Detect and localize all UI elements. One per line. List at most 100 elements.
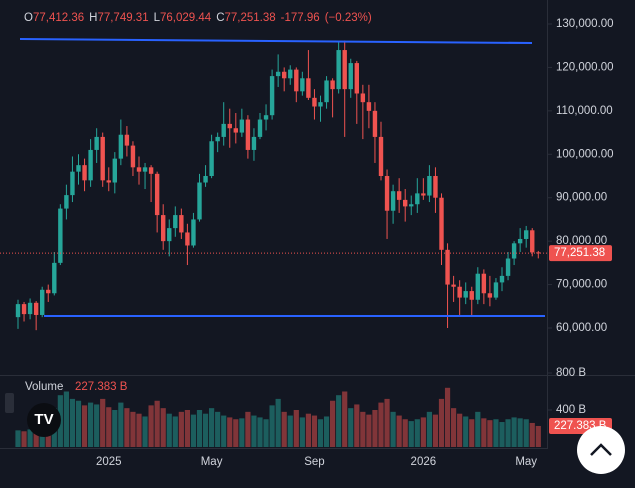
- volume-bar: [317, 419, 324, 447]
- candle-body: [100, 136, 105, 181]
- candle-body: [64, 195, 69, 209]
- y-tick-label: 90,000.00: [556, 192, 607, 204]
- volume-bar: [106, 407, 112, 447]
- volume-bar: [475, 411, 481, 447]
- candle-body: [421, 193, 426, 196]
- volume-bar: [196, 410, 203, 447]
- volume-bar: [517, 418, 523, 447]
- candle-body: [239, 119, 245, 133]
- candle-body: [475, 273, 480, 300]
- axis-layer: 60,000.00 70,000.00 80,000.00 90,000.00 100,…: [0, 18, 614, 468]
- candle-body: [427, 176, 432, 196]
- candle-body: [245, 119, 251, 150]
- candle-body: [433, 176, 438, 198]
- candle-body: [82, 165, 87, 181]
- legend-value: 77,251.38: [225, 12, 276, 24]
- candle-body: [148, 167, 154, 174]
- candle-body: [318, 102, 323, 107]
- volume-bar: [154, 400, 160, 447]
- volume-bar: [432, 414, 439, 447]
- candle-body: [439, 197, 444, 250]
- candle-body: [330, 80, 335, 90]
- volume-bar: [305, 413, 311, 447]
- candle-body: [161, 215, 166, 242]
- volume-bar: [215, 411, 221, 447]
- candle-body: [33, 302, 39, 315]
- volume-bar: [69, 398, 76, 447]
- volume-bar: [81, 405, 88, 447]
- candle-body: [384, 176, 390, 211]
- candle-body: [294, 69, 299, 92]
- volume-bar: [209, 408, 215, 447]
- candle-body: [457, 286, 462, 298]
- volume-bar: [21, 431, 27, 447]
- volume-bar: [112, 410, 118, 447]
- volume-bar: [293, 410, 299, 447]
- candle-body: [136, 167, 142, 172]
- candle-body: [257, 119, 263, 137]
- y-tick-label: 70,000.00: [556, 279, 607, 291]
- volume-bar: [124, 408, 130, 447]
- volume-bar: [142, 416, 148, 447]
- candle-body: [27, 302, 33, 315]
- candle-body: [215, 136, 220, 142]
- candle-body: [300, 78, 305, 92]
- legend-value: 76,029.44: [160, 12, 212, 24]
- volume-bar: [323, 416, 330, 447]
- legend-key: L: [154, 12, 161, 24]
- volume-bar: [251, 415, 257, 447]
- volume-bar: [457, 413, 463, 447]
- candle-body: [505, 258, 511, 276]
- x-tick-label: 2025: [96, 456, 122, 468]
- candle-body: [233, 128, 238, 133]
- volume-bar: [511, 417, 517, 447]
- candle-body: [112, 158, 117, 183]
- candle-body: [390, 191, 396, 211]
- volume-bar: [463, 416, 469, 447]
- volume-bar: [396, 415, 402, 447]
- candle-body: [366, 102, 372, 111]
- svg-text:TV: TV: [34, 411, 53, 428]
- candle-body: [451, 284, 456, 287]
- candle-layer: [15, 40, 541, 331]
- volume-bar: [239, 418, 245, 447]
- scroll-button[interactable]: [577, 426, 625, 474]
- candle-body: [46, 289, 51, 294]
- volume-bar: [257, 417, 263, 447]
- volume-bar: [63, 391, 69, 447]
- collapse-button[interactable]: [5, 393, 14, 413]
- volume-bar: [130, 411, 136, 447]
- volume-bar: [523, 419, 529, 447]
- candle-body: [481, 273, 487, 294]
- x-tick-label: May: [515, 456, 537, 468]
- volume-bar: [408, 421, 414, 447]
- candle-body: [463, 291, 468, 298]
- tradingview-logo: TV: [27, 403, 61, 437]
- volume-bar: [366, 414, 372, 447]
- candle-body: [306, 78, 311, 98]
- volume-bar: [94, 404, 100, 447]
- candle-body: [70, 171, 75, 196]
- y-tick-label: 110,000.00: [556, 105, 613, 117]
- candle-body: [378, 136, 384, 176]
- volume-bar: [438, 398, 445, 447]
- candle-body: [52, 262, 57, 294]
- volume-bar: [202, 413, 209, 447]
- volume-bar: [444, 387, 451, 447]
- volume-bar: [360, 411, 366, 447]
- volume-bar: [75, 400, 82, 447]
- volume-bar: [27, 429, 33, 447]
- candle-body: [396, 191, 402, 200]
- volume-bar: [330, 400, 336, 447]
- candle-body: [524, 230, 529, 239]
- legend-change: -177.96: [281, 12, 320, 24]
- y-tick-label: 130,000.00: [556, 18, 614, 30]
- candle-body: [15, 304, 21, 318]
- volume-bar: [88, 402, 94, 447]
- x-tick-label: 2026: [411, 456, 437, 468]
- candle-body: [106, 180, 111, 183]
- candle-body: [415, 193, 420, 205]
- volume-bar: [15, 430, 21, 447]
- volume-bar: [354, 404, 360, 447]
